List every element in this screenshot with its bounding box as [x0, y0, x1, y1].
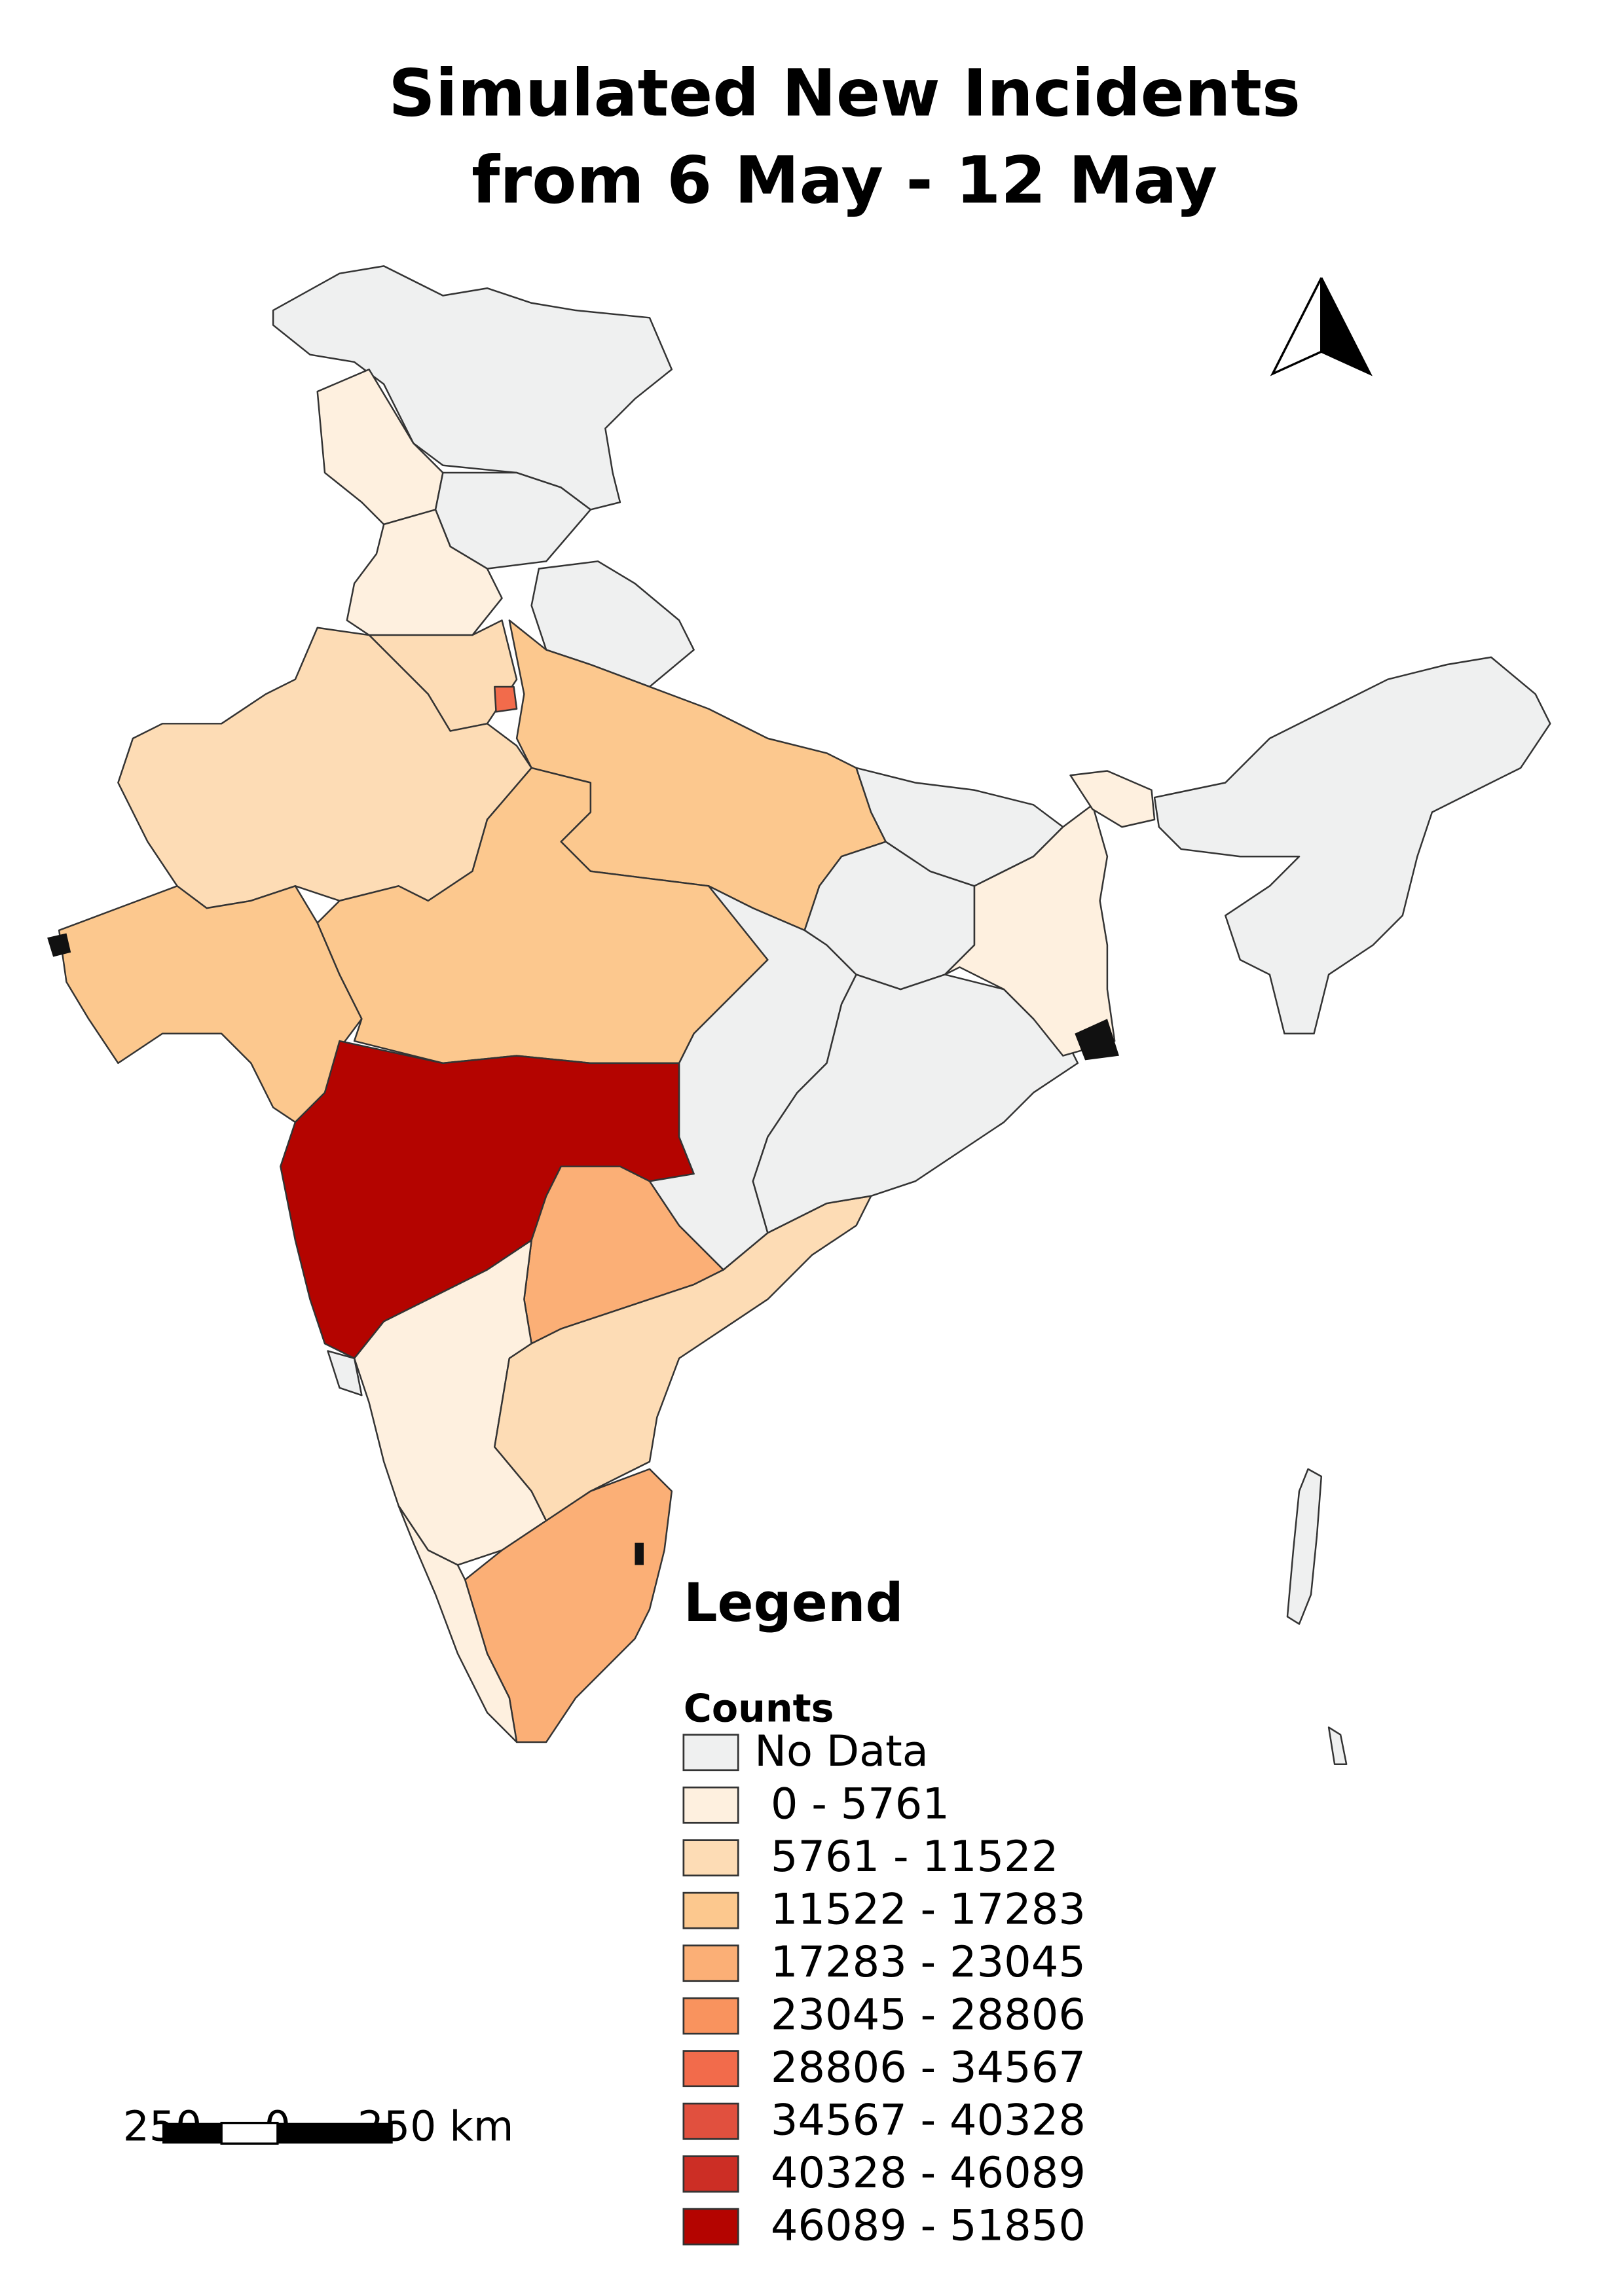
scale-segment — [162, 2123, 222, 2144]
coast-detail — [635, 1542, 644, 1565]
region — [1327, 1726, 1348, 1766]
region — [1286, 1468, 1323, 1625]
legend-swatch — [682, 2050, 739, 2088]
region — [1069, 770, 1156, 828]
legend-label: 28806 - 34567 — [771, 2043, 1086, 2092]
legend-swatch — [682, 1734, 739, 1772]
legend-label: 5761 - 11522 — [771, 1832, 1059, 1882]
legend-swatch — [682, 1891, 739, 1929]
legend-title: Legend — [684, 1573, 904, 1634]
scale-segment — [277, 2123, 393, 2144]
legend-label: 23045 - 28806 — [771, 1990, 1086, 2039]
legend-swatch — [682, 2102, 739, 2140]
region — [327, 1350, 363, 1396]
legend-label: No Data — [754, 1726, 929, 1776]
scale-bar: 250 0 250 km — [123, 2102, 514, 2151]
title-line: from 6 May - 12 May — [471, 143, 1217, 218]
legend-swatch — [682, 2155, 739, 2193]
legend-swatch — [682, 1839, 739, 1877]
region — [752, 974, 1079, 1234]
legend-label: 46089 - 51850 — [771, 2200, 1086, 2250]
legend-label: 11522 - 17283 — [771, 1885, 1086, 1935]
region — [944, 804, 1116, 1057]
north-arrow — [1270, 277, 1373, 376]
region — [1153, 656, 1551, 1035]
region — [494, 685, 518, 713]
region — [494, 1195, 872, 1522]
legend-swatch — [682, 1786, 739, 1824]
legend-subtitle: Counts — [684, 1686, 834, 1730]
region — [397, 1504, 518, 1743]
legend-label: 40328 - 46089 — [771, 2148, 1086, 2198]
region — [530, 560, 695, 688]
title-line: Simulated New Incidents — [388, 56, 1301, 131]
coast-detail — [1075, 1019, 1119, 1061]
north-arrow-right — [1320, 277, 1373, 376]
legend-swatch — [682, 1997, 739, 2035]
coast-detail — [47, 933, 71, 957]
scale-segment — [220, 2121, 279, 2145]
legend-label: 17283 - 23045 — [771, 1937, 1086, 1987]
map-regions — [47, 265, 1551, 1766]
legend-label: 0 - 5761 — [771, 1779, 950, 1829]
legend-swatch — [682, 1944, 739, 1982]
legend-label: 34567 - 40328 — [771, 2095, 1086, 2145]
legend-swatch — [682, 2208, 739, 2246]
